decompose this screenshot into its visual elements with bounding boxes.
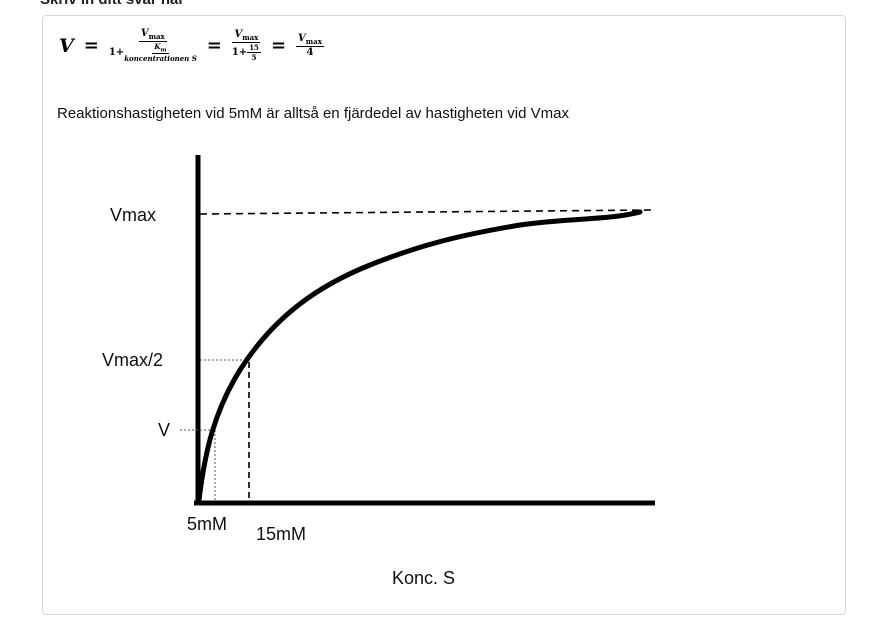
- label-5mm: 5mM: [187, 514, 227, 534]
- answer-text: Reaktionshastigheten vid 5mM är alltså e…: [57, 105, 569, 122]
- t: V: [234, 29, 243, 41]
- saturation-curve: [196, 209, 643, 503]
- fraction-1: Vmax 1+ Km koncentrationen S: [109, 28, 197, 63]
- x-axis-title: Konc. S: [392, 568, 455, 588]
- t: 1+: [108, 47, 125, 59]
- t: 15: [247, 43, 261, 54]
- label-half-vmax: Vmax/2: [102, 350, 163, 370]
- formula-eq: =: [206, 35, 222, 57]
- fraction-2: Vmax 1+ 15 5: [232, 29, 261, 62]
- t: V: [298, 33, 306, 45]
- section-heading: Skriv in ditt svar här: [40, 0, 184, 8]
- michaelis-menten-formula: V = Vmax 1+ Km koncentrationen S = Vmax 1…: [59, 28, 324, 63]
- t: 4: [306, 47, 314, 59]
- t: max: [305, 37, 322, 47]
- formula-eq: =: [83, 35, 99, 57]
- vmax-line: [199, 209, 653, 215]
- t: m: [160, 47, 167, 54]
- t: K: [154, 42, 161, 51]
- fraction-3: Vmax 4: [296, 33, 324, 58]
- t: 5: [251, 53, 257, 63]
- t: max: [148, 32, 165, 41]
- label-vmax: Vmax: [110, 205, 156, 225]
- t: max: [242, 33, 259, 43]
- t: V: [140, 28, 149, 39]
- formula-v: V: [59, 34, 74, 57]
- label-15mm: 15mM: [256, 524, 306, 544]
- label-v: V: [158, 420, 170, 440]
- t: 1+: [231, 47, 248, 59]
- t: koncentrationen S: [124, 54, 197, 64]
- formula-eq: =: [270, 35, 287, 57]
- answer-box[interactable]: V = Vmax 1+ Km koncentrationen S = Vmax 1…: [42, 15, 846, 615]
